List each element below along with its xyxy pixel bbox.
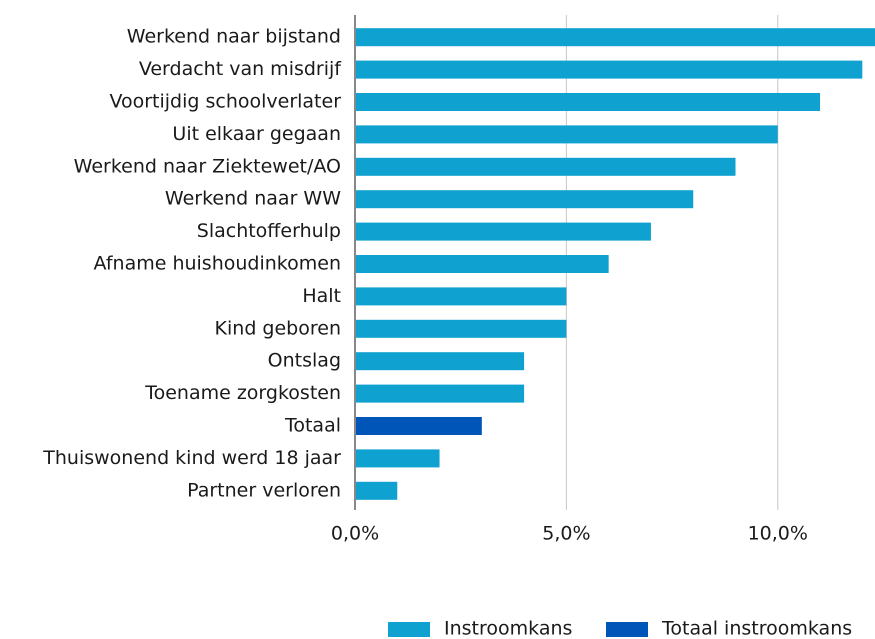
y-tick-label: Verdacht van misdrijf [139, 58, 342, 80]
y-tick-label: Werkend naar bijstand [127, 26, 341, 48]
y-tick-label: Toename zorgkosten [144, 382, 341, 404]
bar [355, 449, 440, 468]
x-tick-label: 5,0% [542, 523, 590, 545]
y-tick-label: Uit elkaar gegaan [172, 123, 341, 145]
y-tick-label: Halt [302, 285, 341, 307]
bar [355, 352, 525, 371]
bar [355, 28, 875, 47]
y-tick-label: Werkend naar WW [165, 188, 341, 210]
bar [355, 93, 821, 111]
bar [355, 319, 567, 338]
y-tick-label: Ontslag [268, 350, 341, 372]
bar [355, 255, 609, 273]
bar [355, 384, 525, 403]
bar [355, 481, 398, 500]
bar [355, 190, 694, 209]
legend-label: Instroomkans [444, 618, 572, 639]
y-tick-label: Totaal [284, 415, 341, 437]
y-tick-label: Afname huishoudinkomen [94, 253, 341, 275]
legend-label: Totaal instroomkans [661, 618, 852, 639]
x-tick-label: 0,0% [331, 523, 379, 545]
y-tick-label: Slachtofferhulp [197, 220, 341, 242]
legend-swatch [606, 622, 648, 637]
y-tick-label: Partner verloren [187, 479, 341, 501]
bar [355, 125, 778, 144]
bar [355, 157, 736, 176]
y-tick-label: Kind geboren [215, 317, 341, 339]
bar [355, 60, 863, 79]
x-tick-label: 10,0% [748, 523, 808, 545]
y-tick-label: Voortijdig schoolverlater [109, 91, 341, 113]
bar [355, 287, 567, 306]
y-tick-label: Thuiswonend kind werd 18 jaar [42, 447, 341, 469]
bar [355, 222, 651, 241]
bar [355, 417, 482, 435]
legend-swatch [388, 622, 430, 637]
y-tick-label: Werkend naar Ziektewet/AO [74, 155, 341, 177]
